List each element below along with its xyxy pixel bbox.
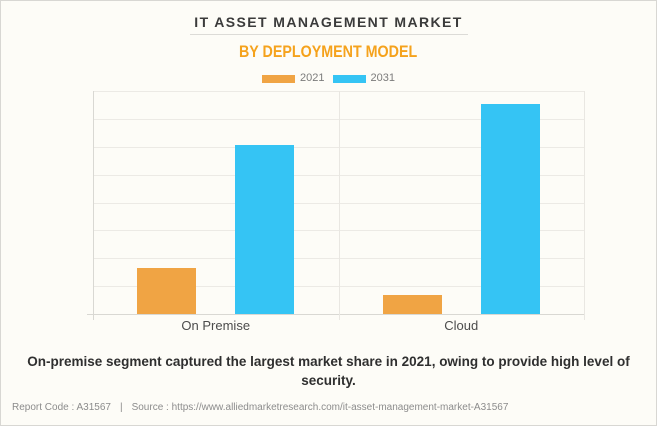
x-axis-labels: On Premise Cloud xyxy=(93,318,584,333)
bar-2021-cloud xyxy=(382,295,442,314)
footer-separator: | xyxy=(119,402,123,413)
category-label-cloud: Cloud xyxy=(444,318,479,333)
title-underline xyxy=(189,34,468,35)
legend-swatch-2021 xyxy=(262,74,296,83)
bar-group-on-premise xyxy=(93,91,339,314)
y-axis-line xyxy=(93,91,94,320)
note-text: On-premise segment captured the largest … xyxy=(27,354,630,389)
x-axis-baseline xyxy=(87,314,584,315)
plot-right-line xyxy=(584,91,585,320)
legend-item-2021: 2021 xyxy=(262,72,325,84)
legend-swatch-2031 xyxy=(332,74,366,83)
legend-label-2031: 2031 xyxy=(370,72,395,84)
bar-group-cloud xyxy=(339,91,585,314)
chart-legend: 2021 2031 xyxy=(1,72,656,85)
category-separator-line xyxy=(338,91,340,320)
legend-item-2031: 2031 xyxy=(332,72,395,84)
plot-area xyxy=(87,91,585,320)
page-subtitle-text: BY DEPLOYMENT MODEL xyxy=(239,42,418,61)
page-title: IT ASSET MANAGEMENT MARKET xyxy=(194,14,463,30)
source-text: Source : https://www.alliedmarketresearc… xyxy=(131,402,509,413)
category-label-on-premise: On Premise xyxy=(181,318,251,333)
bar-2031-cloud xyxy=(480,103,540,314)
bar-2031-on-premise xyxy=(235,145,295,314)
legend-label-2021: 2021 xyxy=(300,72,325,84)
bar-groups xyxy=(93,91,584,314)
footer: Report Code : A31567 | Source : https://ww… xyxy=(12,402,508,413)
bar-2021-on-premise xyxy=(137,268,197,314)
page-subtitle: BY DEPLOYMENT MODEL xyxy=(1,42,656,62)
report-code-text: Report Code : A31567 xyxy=(12,402,111,413)
